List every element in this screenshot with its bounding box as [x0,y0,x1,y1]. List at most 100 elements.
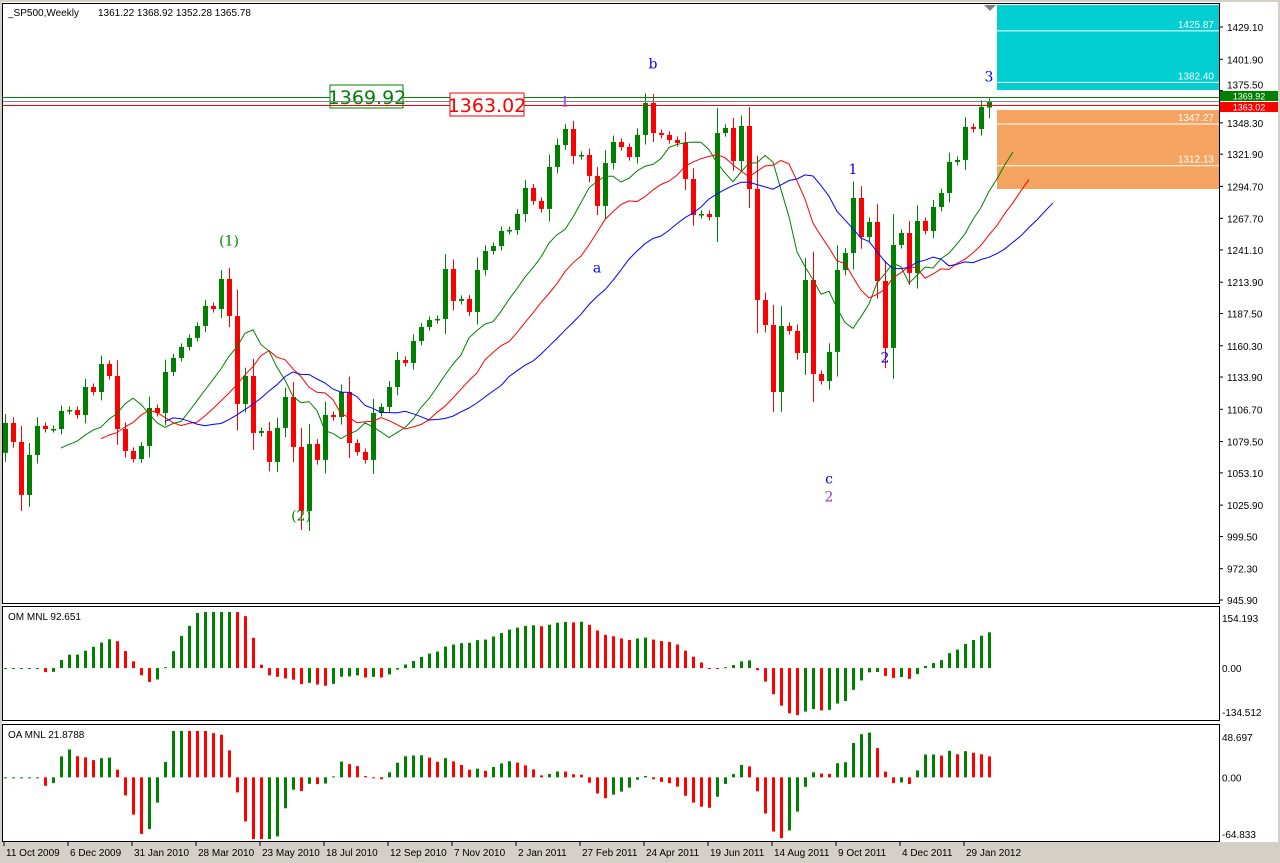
candle [339,384,344,425]
candle [195,322,200,342]
oa-histogram-bar [860,734,863,778]
candle [371,398,376,475]
oa-histogram-bar [692,777,695,803]
candle-body [691,179,696,215]
candle-body [123,429,128,451]
candle-body [51,429,56,431]
oa-histogram-bar [572,774,575,778]
candle [819,370,824,385]
oa-histogram-bar [764,777,767,814]
om-histogram-bar [596,630,599,669]
y-axis-label: 945.90 [1227,596,1258,607]
candle-body [187,337,192,347]
candle [427,316,432,331]
candle [499,226,504,251]
oa-histogram-bar [92,760,95,778]
oa-histogram-bar [948,750,951,778]
candle-body [787,325,792,331]
y-axis-label: 999.50 [1227,532,1258,543]
candle-body [891,244,896,349]
oa-histogram-bar [628,777,631,788]
chart-shift-marker-icon[interactable] [984,5,996,11]
om-histogram-bar [732,665,735,669]
candle-body [675,140,680,143]
om-histogram-bar [652,639,655,669]
candle [91,383,96,396]
candle [467,295,472,316]
candle-body [35,425,40,455]
candle [443,254,448,334]
oa-histogram-bar [132,777,135,815]
om-histogram-bar [852,668,855,690]
x-axis-label: 28 Mar 2010 [198,848,255,859]
candle-body [75,410,80,416]
candle-body [619,141,624,148]
oa-histogram-bar [436,761,439,778]
om-histogram-bar [756,668,759,671]
candle-body [627,147,632,157]
candle [11,417,16,448]
om-histogram-bar [372,668,375,677]
om-histogram-bar [356,668,359,676]
om-histogram-bar [468,642,471,669]
om-histogram-bar [548,624,551,669]
om-histogram-bar [284,668,287,679]
oa-histogram-bar [412,755,415,778]
om-histogram-bar [364,668,367,678]
candle [963,117,968,170]
candle-body [731,127,736,162]
om-histogram-bar [988,632,991,669]
om-histogram-bar [484,639,487,669]
candle-body [515,214,520,231]
oa-histogram-bar [820,773,823,778]
candle-body [763,299,768,326]
candle-body [163,371,168,413]
candle [659,129,664,139]
candle [51,425,56,433]
om-histogram-bar [700,662,703,669]
axis-price-tag [1220,102,1278,112]
candle-body [339,392,344,418]
candle [219,269,224,318]
candle-body [363,452,368,460]
y-axis-label: 1429.10 [1227,23,1264,34]
candle-body [299,447,304,511]
axis-price-tag [1220,91,1278,101]
y-axis-label: 1187.50 [1227,310,1263,321]
candle [939,188,944,212]
oa-histogram-bar [484,770,487,778]
om-histogram-bar [324,668,327,686]
om-histogram-bar [92,646,95,669]
oa-histogram-bar [220,734,223,778]
x-axis-label: 19 Jun 2011 [710,848,765,859]
candle [123,422,128,458]
candle-body [819,373,824,381]
oa-histogram-bar [940,755,943,778]
y-axis-label: 1294.70 [1227,182,1264,193]
candle [203,299,208,332]
oa-histogram-bar [292,777,295,790]
om-histogram-bar [628,639,631,669]
oa-histogram-bar [684,777,687,796]
candle [211,302,216,313]
candle [155,404,160,417]
ohlc-readout: 1361.22 1368.92 1352.28 1365.78 [98,8,251,19]
om-histogram-bar [780,668,783,706]
candle-body [483,251,488,270]
oa-histogram-bar [212,733,215,778]
oa-histogram-bar [124,777,127,796]
oa-histogram-bar [12,777,15,779]
oa-histogram-bar [636,777,639,780]
om-histogram-bar [828,668,831,710]
oa-histogram-bar [516,762,519,778]
candle [827,343,832,390]
candle [475,257,480,325]
oa-histogram-bar [732,774,735,778]
om-histogram-bar [292,668,295,680]
om-histogram-bar [924,666,927,669]
oa-histogram-axis-label: -64.833 [1222,830,1256,841]
candle [67,406,72,415]
om-histogram-bar [228,612,231,669]
om-histogram-bar [268,668,271,676]
